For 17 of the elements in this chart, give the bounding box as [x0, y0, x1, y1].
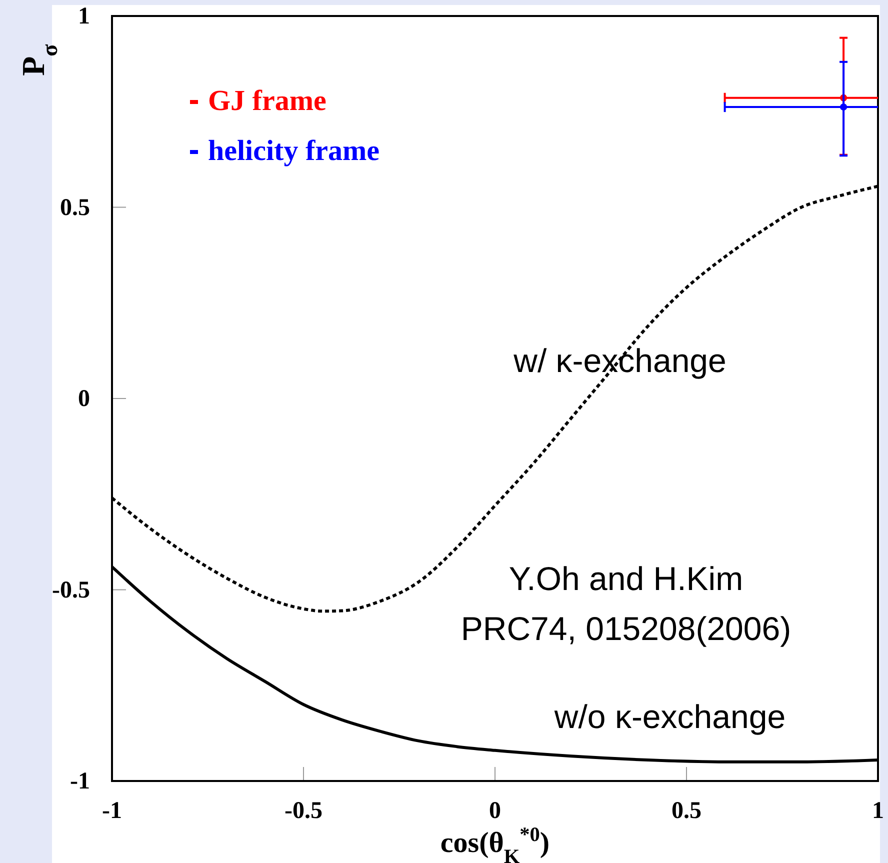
legend-label: helicity frame	[208, 135, 380, 167]
legend-label: GJ frame	[208, 85, 326, 117]
y-tick-label: -0.5	[52, 577, 90, 604]
x-tick-label: 1	[872, 798, 884, 824]
y-tick-label: 0.5	[60, 194, 90, 221]
y-tick-label: 1	[78, 4, 90, 30]
x-tick-label: 0.5	[672, 798, 702, 824]
annotation: Y.Oh and H.Kim	[508, 560, 744, 597]
y-tick-label: 0	[78, 386, 90, 412]
annotation: w/o κ-exchange	[553, 698, 786, 735]
x-tick-label: -1	[102, 798, 122, 824]
x-tick-label: 0	[489, 798, 501, 824]
annotation: PRC74, 015208(2006)	[460, 610, 792, 647]
annotation: w/ κ-exchange	[512, 342, 726, 379]
x-axis-title: cos(θ$_{K}$$^{*0}$)	[440, 824, 550, 863]
x-tick-label: -0.5	[284, 798, 322, 824]
y-tick-label: -1	[70, 768, 90, 795]
